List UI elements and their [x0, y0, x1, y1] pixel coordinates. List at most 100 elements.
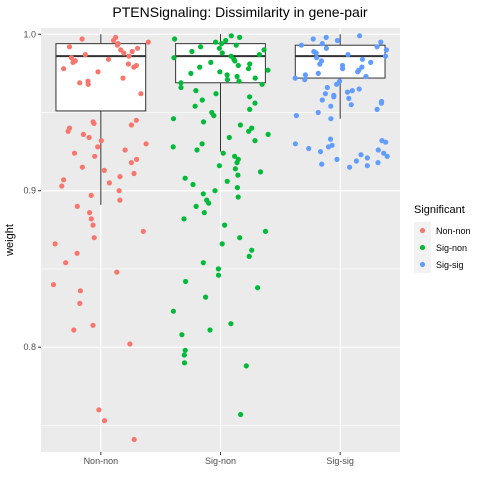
y-tick-label: 1.0 [23, 29, 36, 39]
data-point [384, 153, 390, 159]
data-point [359, 56, 365, 62]
data-point [310, 36, 316, 42]
data-point [82, 52, 88, 58]
data-point [238, 411, 244, 418]
data-point [117, 174, 123, 180]
data-point [353, 158, 359, 164]
data-point [306, 145, 312, 152]
data-point [88, 216, 94, 222]
data-point [143, 141, 149, 147]
data-point [298, 42, 304, 48]
data-point [358, 152, 364, 158]
data-point [313, 50, 319, 56]
data-point [226, 134, 232, 141]
data-point [235, 172, 241, 178]
data-point [319, 41, 325, 47]
data-point [348, 102, 354, 108]
data-point [52, 241, 58, 247]
data-point [334, 37, 340, 44]
data-point [129, 48, 135, 55]
data-point [117, 197, 123, 203]
data-point [233, 42, 239, 48]
chart-title: PTENSignaling: Dissimilarity in gene-pai… [112, 4, 368, 20]
data-point [194, 147, 200, 153]
data-point [219, 50, 225, 56]
data-point [71, 327, 77, 333]
data-point [314, 55, 320, 61]
data-point [208, 59, 214, 65]
data-point [170, 308, 176, 314]
data-point [200, 119, 207, 125]
data-point [170, 116, 177, 122]
series-sig-sig [292, 33, 390, 170]
data-point [363, 73, 369, 80]
data-point [247, 94, 253, 100]
data-point [91, 120, 97, 126]
data-point [293, 113, 299, 119]
data-point [228, 321, 234, 327]
data-point [101, 167, 107, 173]
data-point [114, 269, 120, 275]
data-point [182, 347, 188, 353]
data-point [246, 128, 252, 134]
x-tick-label: Sig-non [205, 456, 236, 466]
data-point [114, 42, 120, 48]
data-point [201, 210, 207, 216]
data-point [128, 122, 134, 128]
data-point [345, 52, 351, 58]
data-point [256, 52, 262, 58]
data-point [121, 50, 127, 56]
data-point [245, 66, 252, 72]
legend-item-sig-sig: Sig-sig [414, 256, 464, 273]
data-point [247, 61, 253, 67]
data-point [207, 327, 213, 333]
data-point [206, 200, 212, 206]
data-point [133, 117, 139, 123]
data-point [381, 150, 387, 156]
data-point [134, 45, 141, 51]
data-point [193, 203, 199, 209]
data-point [224, 178, 230, 184]
data-point [50, 282, 57, 288]
legend-title: Significant [414, 204, 465, 216]
data-point [90, 222, 96, 228]
data-point [188, 70, 194, 76]
data-point [198, 44, 204, 50]
data-point [59, 183, 65, 189]
data-point [364, 163, 370, 169]
data-point [215, 266, 221, 272]
data-point [364, 155, 370, 161]
data-point [71, 150, 78, 156]
data-point [374, 44, 380, 50]
data-point [265, 67, 271, 73]
data-point [172, 36, 178, 42]
data-point [323, 34, 329, 41]
data-point [90, 322, 96, 328]
data-point [375, 147, 381, 153]
series-sig-non [170, 33, 271, 418]
data-point [127, 341, 133, 347]
legend-item-sig-non: Sig-non [414, 239, 467, 256]
data-point [234, 160, 240, 166]
data-point [382, 53, 389, 59]
data-point [61, 66, 67, 72]
legend-item-non-non: Non-non [414, 222, 471, 239]
data-point [101, 418, 108, 424]
data-point [223, 37, 229, 44]
data-point [357, 33, 363, 39]
data-point [122, 147, 128, 153]
data-point [315, 70, 321, 76]
data-point [126, 53, 132, 59]
data-point [247, 106, 253, 112]
data-point [322, 91, 328, 97]
data-point [327, 136, 334, 142]
y-axis-label: weight [4, 224, 16, 257]
data-point [213, 91, 219, 97]
data-point [237, 235, 243, 241]
data-point [192, 103, 198, 109]
data-point [190, 181, 196, 188]
data-point [257, 169, 264, 175]
data-point [302, 77, 308, 83]
data-point [68, 55, 74, 61]
data-point [355, 69, 361, 75]
